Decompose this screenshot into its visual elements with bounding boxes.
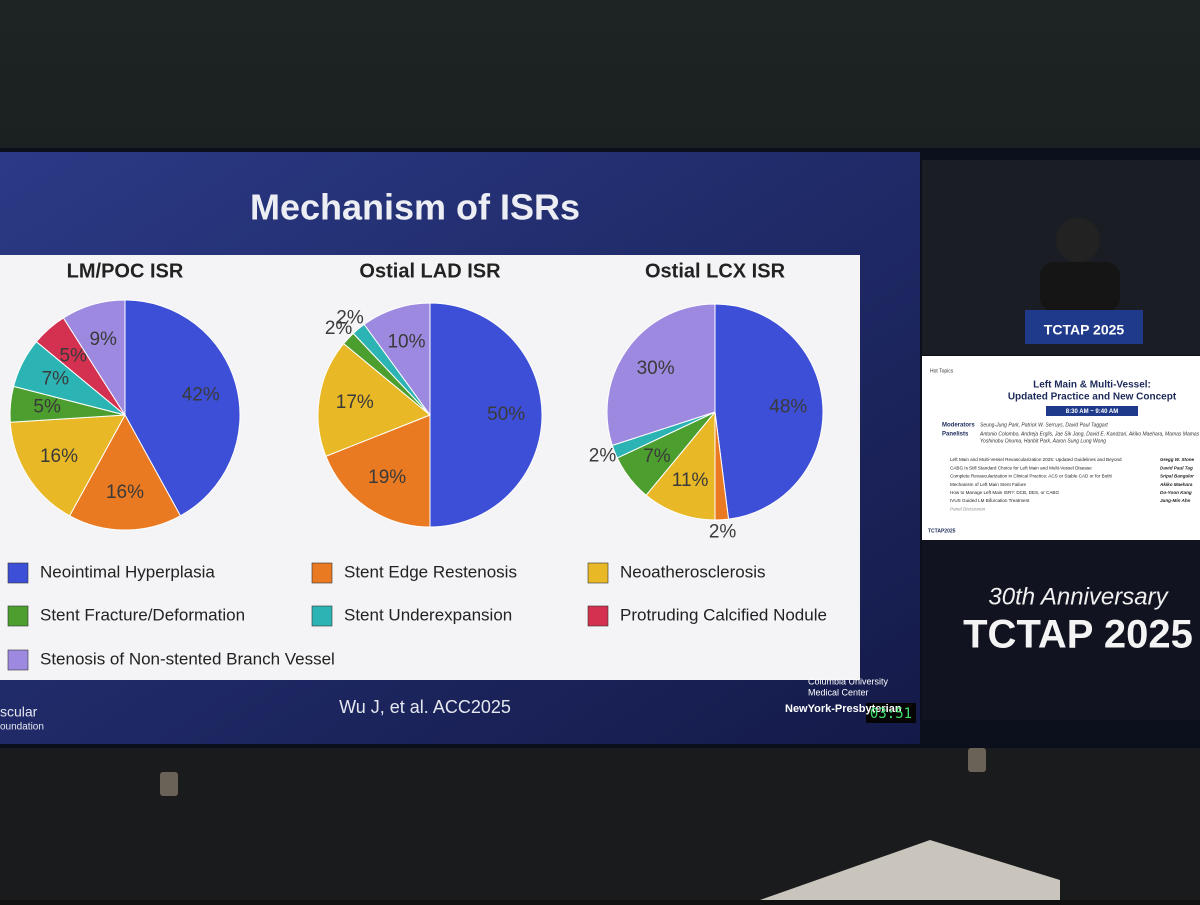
bolt <box>968 748 986 772</box>
legend-swatch <box>587 605 609 627</box>
program-tag: Hot Topics <box>930 368 954 374</box>
logo-left: scular <box>0 704 38 720</box>
talk-speaker: Akiko Maehara <box>1159 482 1193 487</box>
talk-topic: Complete Revascularization in Clinical P… <box>950 474 1112 479</box>
legend-label: Stent Edge Restenosis <box>344 562 517 581</box>
slice-label: 17% <box>336 392 374 413</box>
program-title: Updated Practice and New Concept <box>1008 392 1177 403</box>
legend-label: Stent Underexpansion <box>344 605 512 624</box>
pie-slice <box>68 413 182 531</box>
slice-label: 2% <box>336 307 364 328</box>
bolt <box>160 772 178 796</box>
program: Hot Topics Left Main & Multi-Vessel:Updat… <box>928 368 1200 534</box>
legend-swatch <box>587 562 609 584</box>
slice-label: 2% <box>325 318 353 339</box>
pie-slice <box>714 303 824 520</box>
talk-topic: How to Manage Left Main ISR?: DCB, DES, … <box>950 490 1059 495</box>
pie-slice <box>429 302 543 528</box>
chart-title: Ostial LAD ISR <box>359 260 501 282</box>
talk-speaker: Do-Yoon Kang <box>1160 490 1192 495</box>
program-time: 8:30 AM ~ 9:40 AM <box>1066 409 1118 415</box>
podium-label: TCTAP 2025 <box>1044 322 1125 338</box>
slice-label: 16% <box>40 446 78 467</box>
legend-swatch <box>311 562 333 584</box>
pie-slice <box>9 414 126 517</box>
logo-left: oundation <box>0 722 44 733</box>
legend-swatch <box>311 605 333 627</box>
slide-title: Mechanism of ISRs <box>250 187 580 228</box>
event-name: TCTAP 2025 <box>963 613 1193 657</box>
slice-label: 19% <box>368 467 406 488</box>
legend-label: Neointimal Hyperplasia <box>40 562 215 581</box>
slice-label: 42% <box>182 385 220 406</box>
logo-right: Columbia University <box>808 676 889 686</box>
slice-label: 5% <box>33 397 61 418</box>
slice-label: 48% <box>769 396 807 417</box>
slice-label: 30% <box>637 358 675 379</box>
legend-swatch <box>7 649 29 671</box>
slice-label: 2% <box>589 446 617 467</box>
slice-label: 2% <box>709 522 737 543</box>
timer: 03:51 <box>870 706 912 722</box>
role: Panelists <box>942 432 969 438</box>
program-title: Left Main & Multi-Vessel: <box>1033 380 1151 391</box>
role-names: Seung-Jung Park, Patrick W. Serruys, Dav… <box>980 422 1108 428</box>
talk-topic: Panel Discussion <box>950 506 986 511</box>
slice-label: 9% <box>89 329 117 350</box>
talk-speaker: Sripal Bangalor <box>1160 474 1194 479</box>
talk-speaker: David Paul Tag <box>1160 465 1193 470</box>
pie-slice <box>317 342 431 457</box>
talk-speaker: Jung-Min Ahn <box>1160 498 1191 503</box>
legend-label: Protruding Calcified Nodule <box>620 605 827 624</box>
role: Moderators <box>942 423 975 429</box>
slice-label: 7% <box>42 369 70 390</box>
podium <box>1025 310 1143 344</box>
pie-slice <box>363 302 431 417</box>
role-names: Antonio Colombo, Andreja Erglis, Jae Sik… <box>979 431 1200 437</box>
slice-label: 7% <box>643 446 671 467</box>
talk-topic: Mechanism of Left Main Stent Failure <box>950 482 1027 487</box>
timer-box <box>866 703 916 723</box>
talk-topic: CABG Is Still Standard Choice for Left M… <box>950 465 1092 470</box>
pie-slice <box>62 299 126 417</box>
talk-topic: IVUS Guided LM Bifurcation Treatment <box>950 498 1030 503</box>
slice-label: 10% <box>387 332 425 353</box>
program-panel <box>922 356 1200 540</box>
logo-right: NewYork-Presbyterian <box>785 703 902 715</box>
legend-label: Neoatherosclerosis <box>620 562 766 581</box>
legend-swatch <box>7 562 29 584</box>
paper <box>760 840 1060 900</box>
legend-swatch <box>7 605 29 627</box>
time-badge <box>1046 406 1138 416</box>
logo-right: Medical Center <box>808 687 869 697</box>
role-names: Yoshinobu Onuma, Hanbit Park, Aaron Sung… <box>980 438 1106 444</box>
anniversary: 30th Anniversary <box>988 583 1169 610</box>
slice-label: 5% <box>60 345 88 366</box>
talk-topic: Left Main and Multi-Vessel Revasculariza… <box>950 457 1122 462</box>
slice-label: 16% <box>106 482 144 503</box>
slice-label: 50% <box>487 404 525 425</box>
pie-slice <box>645 410 716 521</box>
chart-title: LM/POC ISR <box>67 260 184 282</box>
talk-speaker: Gregg W. Stone <box>1160 457 1195 462</box>
legend-label: Stent Fracture/Deformation <box>40 605 245 624</box>
program-footer: TCTAP2025 <box>928 528 956 534</box>
citation: Wu J, et al. ACC2025 <box>339 697 511 717</box>
pie-slice <box>124 299 241 517</box>
pie-slice <box>606 303 716 447</box>
legend-label: Stenosis of Non-stented Branch Vessel <box>40 649 335 668</box>
chart-title: Ostial LCX ISR <box>645 260 786 282</box>
speaker-body <box>1040 262 1120 312</box>
slice-label: 11% <box>672 470 709 491</box>
brand-panel <box>922 540 1200 720</box>
pie-slice <box>325 414 431 528</box>
speaker <box>1056 218 1100 262</box>
